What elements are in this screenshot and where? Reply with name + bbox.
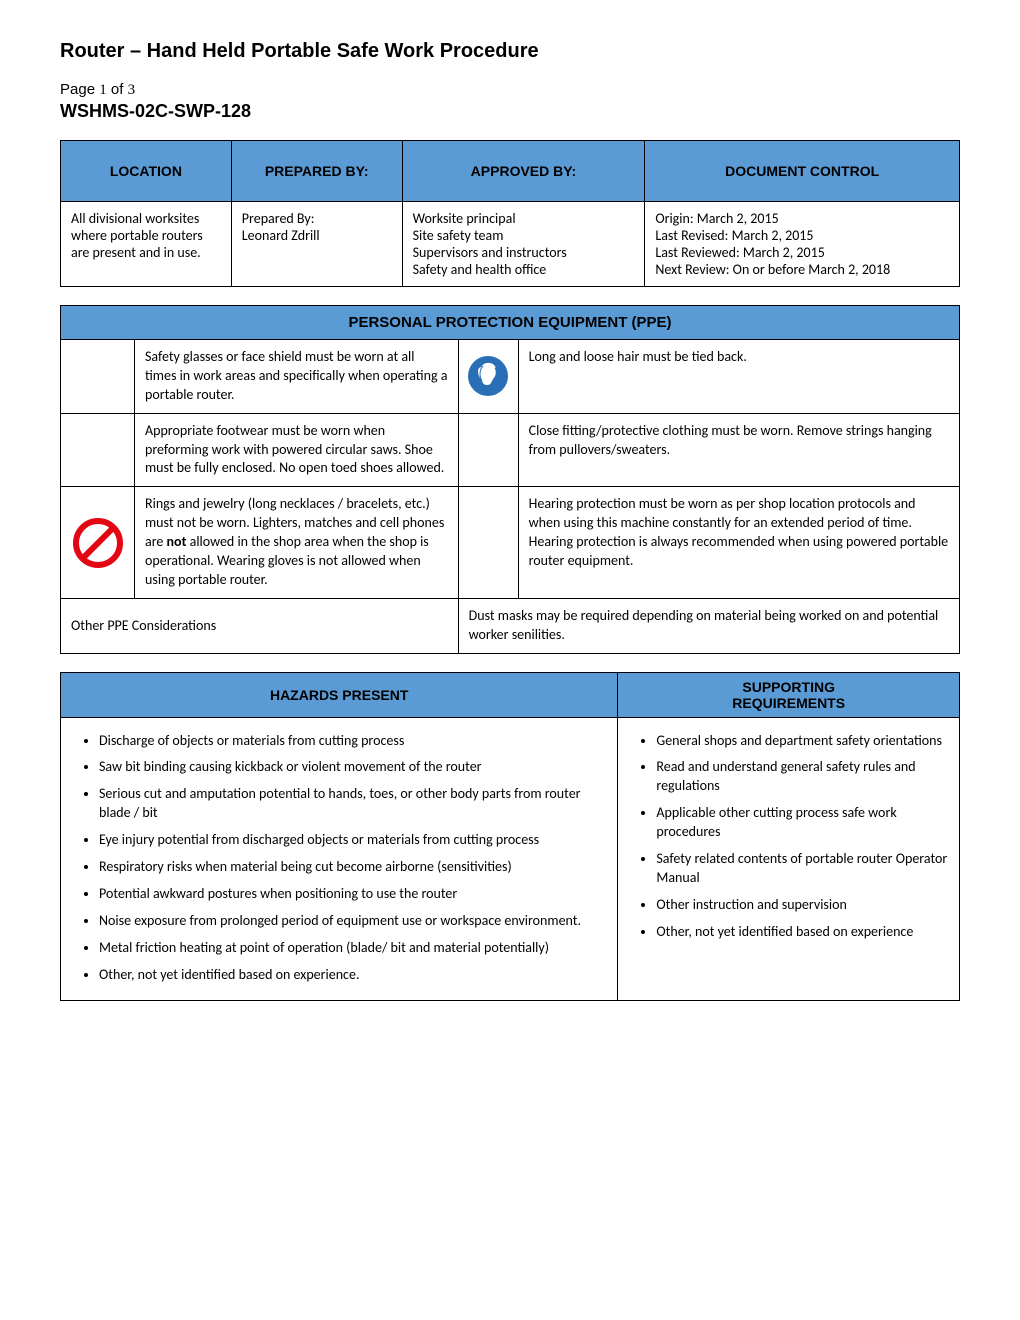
list-item: Read and understand general safety rules… (656, 758, 949, 796)
ppe-text: Long and loose hair must be tied back. (518, 340, 959, 414)
list-item: Saw bit binding causing kickback or viol… (99, 758, 607, 777)
info-header-doccontrol: DOCUMENT CONTROL (645, 141, 960, 202)
info-prepared: Prepared By: Leonard Zdrill (231, 202, 402, 287)
ppe-text: Close fitting/protective clothing must b… (518, 413, 959, 487)
ppe-text: Appropriate footwear must be worn when p… (135, 413, 459, 487)
ppe-header: PERSONAL PROTECTION EQUIPMENT (PPE) (61, 306, 960, 340)
list-item: Metal friction heating at point of opera… (99, 939, 607, 958)
page-prefix: Page (60, 81, 99, 98)
doccontrol-line: Last Revised: March 2, 2015 (655, 227, 949, 244)
document-title: Router – Hand Held Portable Safe Work Pr… (60, 40, 960, 63)
list-item: Respiratory risks when material being cu… (99, 858, 607, 877)
hazards-header-right-l2: REQUIREMENTS (732, 695, 845, 711)
list-item: Applicable other cutting process safe wo… (656, 804, 949, 842)
doccontrol-line: Origin: March 2, 2015 (655, 210, 949, 227)
ppe-other-label: Other PPE Considerations (61, 598, 459, 653)
info-header-approved: APPROVED BY: (402, 141, 645, 202)
list-item: Noise exposure from prolonged period of … (99, 912, 607, 931)
prepared-by-label: Prepared By: (242, 210, 315, 227)
ppe-text: Rings and jewelry (long necklaces / brac… (135, 487, 459, 598)
hazards-header-left: HAZARDS PRESENT (61, 672, 618, 717)
approved-line: Safety and health office (413, 261, 635, 278)
info-header-prepared: PREPARED BY: (231, 141, 402, 202)
info-approved: Worksite principal Site safety team Supe… (402, 202, 645, 287)
list-item: Safety related contents of portable rout… (656, 850, 949, 888)
ppe-text: Safety glasses or face shield must be wo… (135, 340, 459, 414)
ppe-text-bold: not (167, 533, 187, 550)
page-indicator: Page 1 of 3 (60, 81, 960, 99)
list-item: Discharge of objects or materials from c… (99, 732, 607, 751)
list-item: Other instruction and supervision (656, 896, 949, 915)
ppe-icon-cell (61, 413, 135, 487)
ppe-table: PERSONAL PROTECTION EQUIPMENT (PPE) Safe… (60, 305, 960, 654)
prohibit-icon (61, 487, 135, 598)
list-item: Serious cut and amputation potential to … (99, 785, 607, 823)
hazards-left: Discharge of objects or materials from c… (61, 717, 618, 1001)
ppe-other-text: Dust masks may be required depending on … (458, 598, 959, 653)
list-item: Other, not yet identified based on exper… (99, 966, 607, 985)
prepared-by-name: Leonard Zdrill (242, 227, 320, 244)
ppe-text-post: allowed in the shop area when the shop i… (145, 533, 429, 588)
hair-icon (458, 340, 518, 414)
doccontrol-line: Last Reviewed: March 2, 2015 (655, 244, 949, 261)
info-header-location: LOCATION (61, 141, 232, 202)
info-doccontrol: Origin: March 2, 2015 Last Revised: Marc… (645, 202, 960, 287)
hazards-table: HAZARDS PRESENT SUPPORTING REQUIREMENTS … (60, 672, 960, 1002)
approved-line: Site safety team (413, 227, 635, 244)
page-of: of (107, 81, 128, 98)
approved-line: Supervisors and instructors (413, 244, 635, 261)
list-item: Potential awkward postures when position… (99, 885, 607, 904)
approved-line: Worksite principal (413, 210, 635, 227)
list-item: General shops and department safety orie… (656, 732, 949, 751)
hazards-right: General shops and department safety orie… (618, 717, 960, 1001)
document-id: WSHMS-02C-SWP-128 (60, 101, 960, 122)
hazards-header-right-l1: SUPPORTING (742, 679, 835, 695)
requirements-list: General shops and department safety orie… (628, 732, 949, 942)
info-table: LOCATION PREPARED BY: APPROVED BY: DOCUM… (60, 140, 960, 287)
page-total: 3 (128, 82, 136, 98)
ppe-icon-cell (458, 487, 518, 598)
ppe-text: Hearing protection must be worn as per s… (518, 487, 959, 598)
doccontrol-line: Next Review: On or before March 2, 2018 (655, 261, 949, 278)
list-item: Eye injury potential from discharged obj… (99, 831, 607, 850)
ppe-icon-cell (61, 340, 135, 414)
hazards-header-right: SUPPORTING REQUIREMENTS (618, 672, 960, 717)
hazards-list: Discharge of objects or materials from c… (71, 732, 607, 985)
ppe-icon-cell (458, 413, 518, 487)
list-item: Other, not yet identified based on exper… (656, 923, 949, 942)
page-current: 1 (99, 82, 107, 98)
info-location: All divisional worksites where portable … (61, 202, 232, 287)
